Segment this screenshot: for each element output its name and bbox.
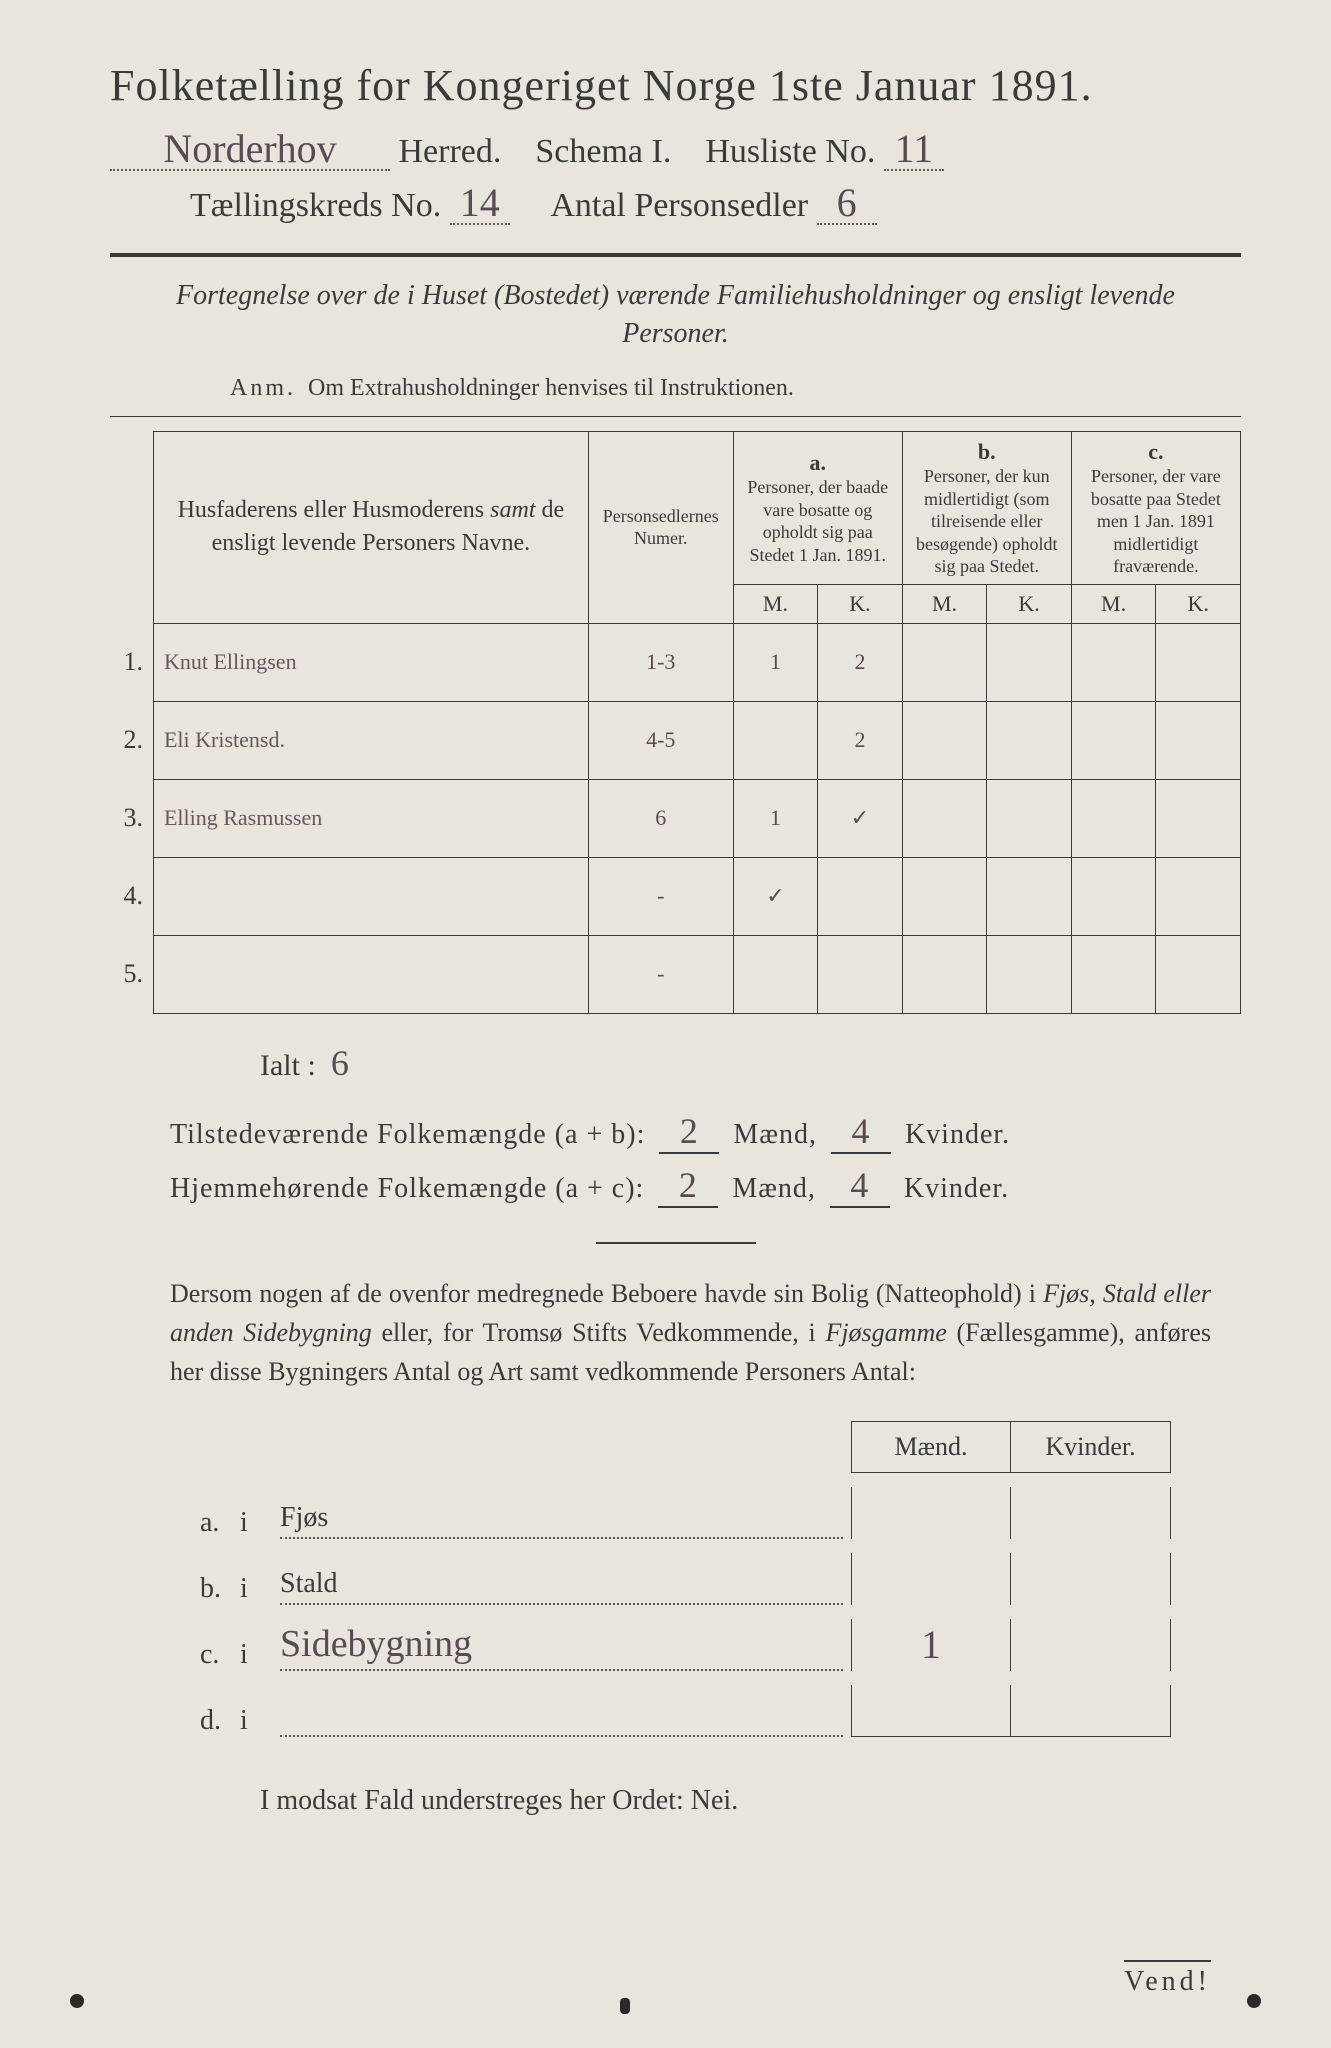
col-b-header: b. Personer, der kun midlertidigt (som t…	[902, 431, 1071, 584]
col-a-header: a. Personer, der baade vare bosatte og o…	[733, 431, 902, 584]
kvinder-label: Kvinder.	[905, 1119, 1010, 1150]
a-m: M.	[733, 584, 818, 623]
mk-head-k: Kvinder.	[1011, 1421, 1171, 1473]
col-c-header: c. Personer, der vare bosatte paa Stedet…	[1071, 431, 1240, 584]
mk-header: Mænd. Kvinder.	[110, 1421, 1171, 1473]
mk-head-m: Mænd.	[851, 1421, 1011, 1473]
husliste-label: Husliste No.	[705, 133, 875, 170]
a-k: K.	[818, 584, 903, 623]
present-m: 2	[659, 1110, 719, 1154]
name-cell: Knut Ellingsen	[153, 623, 588, 701]
herred-value: Norderhov	[110, 129, 390, 171]
home-k: 4	[830, 1164, 890, 1208]
ialt-line: Ialt : 6	[260, 1042, 1241, 1084]
herred-label: Herred.	[399, 133, 502, 170]
table-row: 3. Elling Rasmussen 6 1 ✓	[110, 779, 1241, 857]
census-table: Husfaderens eller Husmoderens samt de en…	[110, 431, 1241, 1014]
line-kreds: Tællingskreds No. 14 Antal Personsedler …	[190, 183, 1241, 225]
building-row: b. i Stald	[200, 1553, 1171, 1605]
table-row: 5. -	[110, 935, 1241, 1013]
present-line: Tilstedeværende Folkemængde (a + b): 2 M…	[170, 1110, 1241, 1154]
present-k: 4	[831, 1110, 891, 1154]
home-line: Hjemmehørende Folkemængde (a + c): 2 Mæn…	[170, 1164, 1241, 1208]
short-rule	[596, 1242, 756, 1244]
b-m: M.	[902, 584, 987, 623]
present-label: Tilstedeværende Folkemængde (a + b):	[170, 1119, 645, 1150]
census-form-page: Folketælling for Kongeriget Norge 1ste J…	[0, 0, 1331, 2048]
table-row: 4. - ✓	[110, 857, 1241, 935]
blank-corner	[110, 431, 153, 623]
maend-label-2: Mænd,	[732, 1173, 816, 1204]
building-paragraph: Dersom nogen af de ovenfor medregnede Be…	[170, 1274, 1211, 1391]
page-title: Folketælling for Kongeriget Norge 1ste J…	[110, 60, 1241, 111]
kreds-label: Tællingskreds No.	[190, 187, 441, 224]
schema-label: Schema I.	[535, 133, 671, 170]
table-row: 1. Knut Ellingsen 1-3 1 2	[110, 623, 1241, 701]
nei-line: I modsat Fald understreges her Ordet: Ne…	[260, 1785, 1241, 1817]
c-k: K.	[1156, 584, 1241, 623]
c-m: M.	[1071, 584, 1156, 623]
b-k: K.	[987, 584, 1072, 623]
building-row: c. i Sidebygning 1	[200, 1619, 1171, 1671]
anm-line: Anm. Om Extrahusholdninger henvises til …	[230, 375, 1241, 402]
bld-m: 1	[851, 1619, 1011, 1671]
ialt-value: 6	[331, 1043, 349, 1083]
col-name-header: Husfaderens eller Husmoderens samt de en…	[153, 431, 588, 623]
line-herred: Norderhov Herred. Schema I. Husliste No.…	[110, 129, 1241, 171]
bld-name-hand: Sidebygning	[280, 1622, 843, 1671]
antal-label: Antal Personsedler	[550, 187, 808, 224]
bld-m	[851, 1487, 1011, 1539]
home-m: 2	[658, 1164, 718, 1208]
vend-label: Vend!	[1124, 1960, 1211, 1998]
home-label: Hjemmehørende Folkemængde (a + c):	[170, 1173, 644, 1204]
husliste-value: 11	[884, 129, 944, 171]
subtitle: Fortegnelse over de i Huset (Bostedet) v…	[150, 277, 1201, 353]
kreds-value: 14	[450, 183, 510, 225]
bld-k	[1011, 1487, 1171, 1539]
bld-name: Fjøs	[280, 1502, 843, 1539]
building-row: d. i	[200, 1685, 1171, 1737]
hole-mark	[620, 1998, 630, 2014]
anm-text: Om Extrahusholdninger henvises til Instr…	[308, 375, 794, 401]
num-cell: 1-3	[588, 623, 733, 701]
anm-label: Anm.	[230, 375, 296, 401]
table-row: 2. Eli Kristensd. 4-5 2	[110, 701, 1241, 779]
rule-thin-1	[110, 416, 1241, 417]
hole-mark	[1247, 1994, 1261, 2008]
building-row: a. i Fjøs	[200, 1487, 1171, 1539]
rule-thick	[110, 253, 1241, 257]
hole-mark	[70, 1994, 84, 2008]
col-num-header: Personsedlernes Numer.	[588, 431, 733, 623]
kvinder-label-2: Kvinder.	[904, 1173, 1009, 1204]
maend-label: Mænd,	[733, 1119, 817, 1150]
ialt-label: Ialt :	[260, 1049, 316, 1082]
antal-value: 6	[817, 183, 877, 225]
